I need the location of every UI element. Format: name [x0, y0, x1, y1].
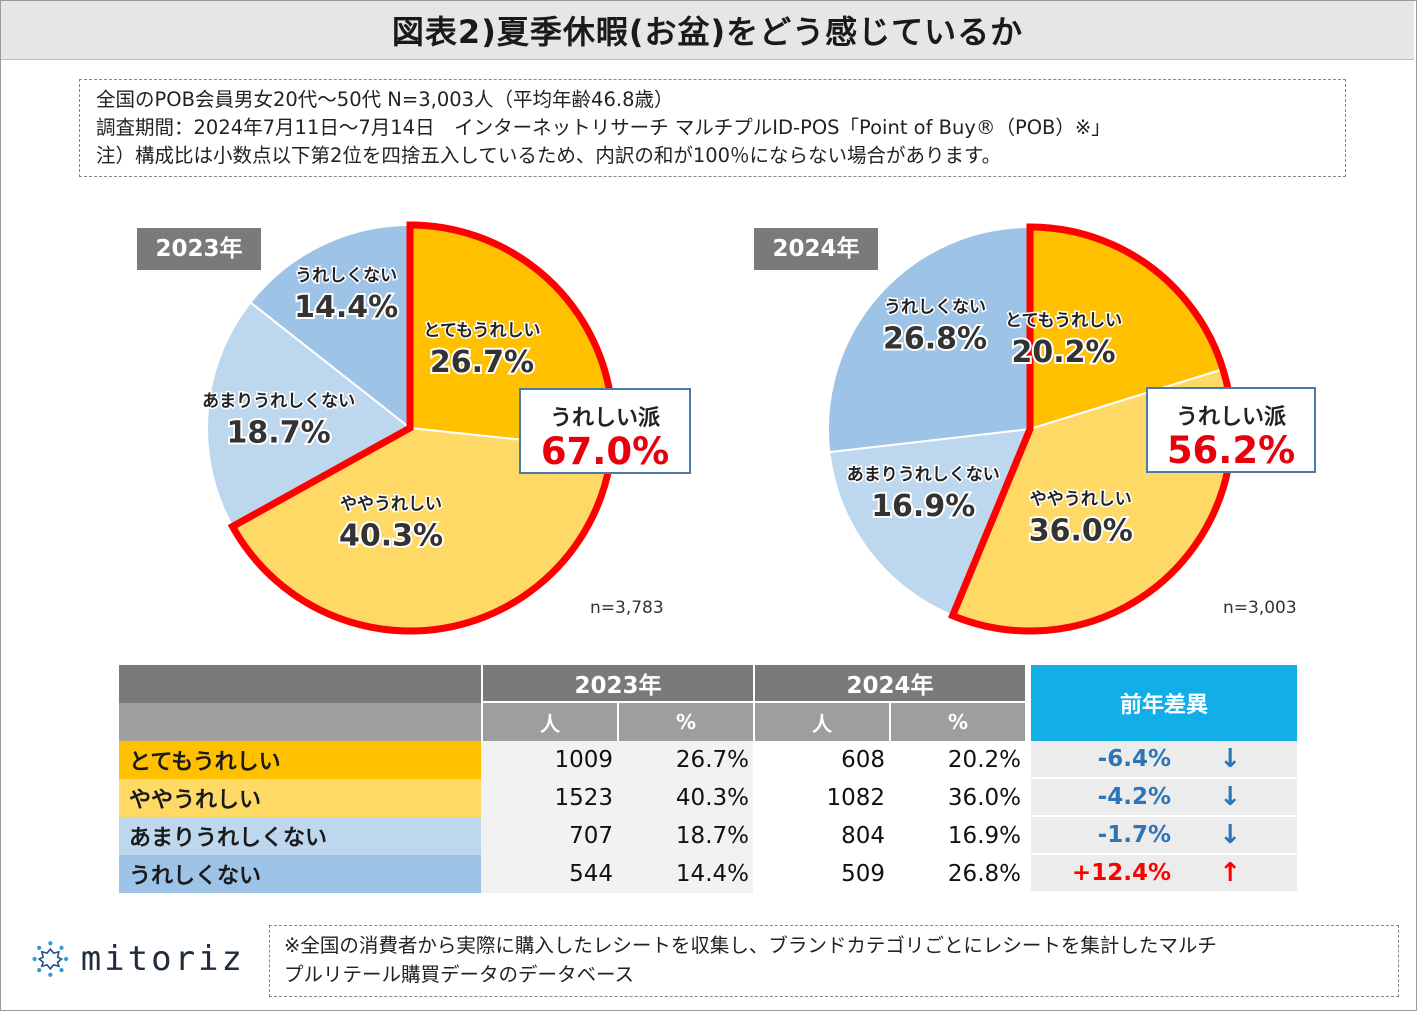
arrow-up-icon: ↑ [1219, 858, 1241, 888]
sample-size-2024: n=3,003 [1223, 598, 1297, 618]
cell-pct-2024: 26.8% [889, 855, 1025, 893]
footnote-line: プルリテール購買データのデータベース [284, 963, 635, 986]
arrow-down-icon: ↓ [1219, 744, 1241, 774]
cell-pct-2024: 36.0% [889, 779, 1025, 817]
slice-category-label: ややうれしい [340, 494, 442, 514]
pie-chart-2023-svg: とてもうれしい 26.7% ややうれしい 40.3% あまりうれしくない 18.7% うれし… [201, 221, 617, 635]
pie-slice [827, 225, 1031, 454]
survey-info-box: 全国のPOB会員男女20代～50代 N=3,003人（平均年齢46.8歳） 調査… [79, 79, 1346, 177]
cell-pct-2023: 14.4% [617, 855, 753, 893]
table-subheader-row: 人 % 人 % [119, 703, 1297, 741]
cell-diff: -4.2% ↓ [1025, 779, 1297, 817]
comparison-table: 2023年 2024年 前年差異 人 % 人 % とてもうれしい 1009 26.7… [119, 665, 1297, 893]
cell-diff: -1.7% ↓ [1025, 817, 1297, 855]
cell-people-2024: 509 [753, 855, 889, 893]
diff-value: -6.4% [1097, 746, 1171, 772]
page-title: 図表2)夏季休暇(お盆)をどう感じているか [1, 1, 1414, 60]
slice-value-label: 20.2% [1011, 335, 1115, 370]
pie-chart-2023: とてもうれしい 26.7% ややうれしい 40.3% あまりうれしくない 18.7% うれし… [0, 200, 700, 650]
slice-category-label: とてもうれしい [423, 321, 540, 341]
slice-value-label: 40.3% [339, 518, 443, 553]
table-subheader-people: 人 [753, 703, 889, 741]
slice-category-label: あまりうれしくない [202, 391, 355, 411]
callout-value: 67.0% [540, 430, 670, 473]
slice-category-label: ややうれしい [1030, 490, 1132, 510]
sample-size-2023: n=3,783 [590, 598, 664, 618]
slice-value-label: 26.7% [430, 345, 534, 380]
diff-value: -1.7% [1097, 822, 1171, 848]
cell-pct-2024: 20.2% [889, 741, 1025, 779]
footnote-box: ※全国の消費者から実際に購入したレシートを収集し、ブランドカテゴリごとにレシート… [269, 925, 1399, 997]
slice-value-label: 16.9% [871, 489, 975, 524]
slice-category-label: あまりうれしくない [847, 465, 1000, 485]
table-header-diff: 前年差異 [1025, 665, 1297, 741]
happy-group-callout-2023: うれしい派 67.0% [519, 388, 691, 474]
slice-value-label: 14.4% [294, 290, 398, 325]
slice-category-label: うれしくない [884, 297, 986, 317]
table-row: とてもうれしい 1009 26.7% 608 20.2% -6.4% ↓ [119, 741, 1297, 779]
cell-pct-2024: 16.9% [889, 817, 1025, 855]
callout-label: うれしい派 [1175, 405, 1286, 430]
pie-slice [828, 427, 1032, 617]
row-label: うれしくない [119, 855, 481, 893]
arrow-down-icon: ↓ [1219, 820, 1241, 850]
pie-chart-2024-svg: とてもうれしい 20.2% ややうれしい 36.0% あまりうれしくない 16.9% うれし… [827, 223, 1236, 635]
row-label: とてもうれしい [119, 741, 481, 779]
cell-people-2023: 1523 [481, 779, 617, 817]
row-label: ややうれしい [119, 779, 481, 817]
cell-pct-2023: 26.7% [617, 741, 753, 779]
callout-value: 56.2% [1166, 429, 1296, 472]
year-tag-2023: 2023年 [137, 228, 261, 270]
slice-value-label: 26.8% [883, 321, 987, 356]
table-header-year1: 2023年 [481, 665, 753, 703]
pie-chart-2024: とてもうれしい 20.2% ややうれしい 36.0% あまりうれしくない 16.9% うれし… [700, 200, 1400, 650]
slice-value-label: 36.0% [1029, 514, 1133, 549]
cell-pct-2023: 40.3% [617, 779, 753, 817]
diff-value: -4.2% [1097, 784, 1171, 810]
table-corner [119, 703, 481, 741]
arrow-down-icon: ↓ [1219, 782, 1241, 812]
cell-people-2024: 1082 [753, 779, 889, 817]
table-subheader-people: 人 [481, 703, 617, 741]
logo-mark-icon [32, 941, 69, 977]
happy-group-callout-2024: うれしい派 56.2% [1146, 387, 1316, 473]
table-row: ややうれしい 1523 40.3% 1082 36.0% -4.2% ↓ [119, 779, 1297, 817]
cell-people-2023: 1009 [481, 741, 617, 779]
pie-slice [206, 301, 412, 528]
table-subheader-pct: % [889, 703, 1025, 741]
survey-info-line: 注）構成比は小数点以下第2位を四捨五入しているため、内訳の和が100％にならない… [96, 144, 1002, 167]
row-label: あまりうれしくない [119, 817, 481, 855]
cell-diff: -6.4% ↓ [1025, 741, 1297, 779]
year-tag-2024: 2024年 [754, 228, 878, 270]
table-corner [119, 665, 481, 703]
table-header-row: 2023年 2024年 前年差異 [119, 665, 1297, 741]
cell-people-2023: 707 [481, 817, 617, 855]
slice-value-label: 18.7% [227, 415, 331, 450]
table-row: あまりうれしくない 707 18.7% 804 16.9% -1.7% ↓ [119, 817, 1297, 855]
diff-value: +12.4% [1071, 860, 1171, 886]
table-subheader-pct: % [617, 703, 753, 741]
survey-info-line: 全国のPOB会員男女20代～50代 N=3,003人（平均年齢46.8歳） [96, 88, 674, 111]
slice-category-label: うれしくない [295, 266, 397, 286]
slice-category-label: とてもうれしい [1005, 311, 1122, 331]
happy-group-outline [227, 221, 617, 635]
table-row: うれしくない 544 14.4% 509 26.8% +12.4% ↑ [119, 855, 1297, 893]
logo-text: mitoriz [80, 939, 245, 979]
table-header-year2: 2024年 [753, 665, 1025, 703]
mitoriz-logo: mitoriz [30, 928, 245, 990]
cell-people-2024: 804 [753, 817, 889, 855]
survey-info-line: 調査期間：2024年7月11日～7月14日 インターネットリサーチ マルチプルI… [96, 116, 1111, 139]
cell-people-2023: 544 [481, 855, 617, 893]
footnote-line: ※全国の消費者から実際に購入したレシートを収集し、ブランドカテゴリごとにレシート… [284, 934, 1217, 957]
callout-label: うれしい派 [549, 406, 660, 431]
cell-diff: +12.4% ↑ [1025, 855, 1297, 893]
pie-slice [249, 223, 411, 431]
cell-pct-2023: 18.7% [617, 817, 753, 855]
cell-people-2024: 608 [753, 741, 889, 779]
